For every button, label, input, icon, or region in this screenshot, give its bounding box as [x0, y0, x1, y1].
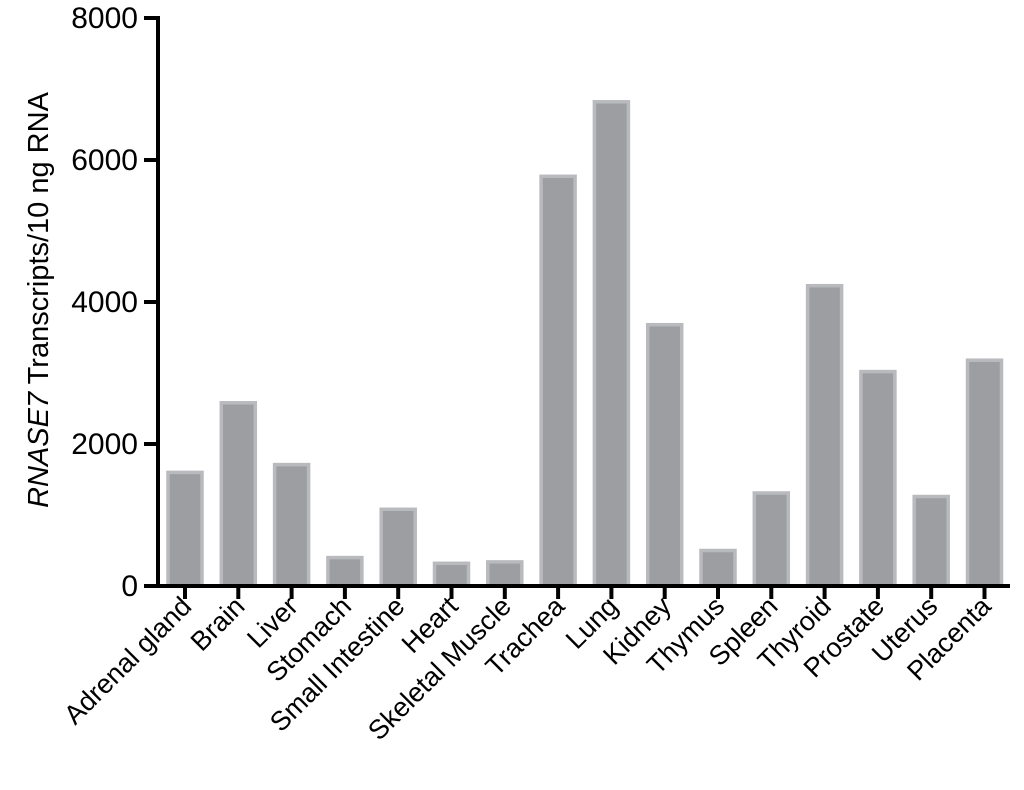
- y-axis-label: RNASE7 Transcripts/10 ng RNA: [23, 91, 55, 507]
- bar-lung: [592, 100, 631, 588]
- x-tick-label: Brain: [185, 591, 251, 657]
- bar-liver: [272, 462, 311, 588]
- bar-thyroid: [805, 283, 844, 588]
- bar-thymus: [699, 548, 737, 588]
- bar-small-intestine: [379, 507, 417, 588]
- bar-placenta: [965, 358, 1004, 588]
- y-tick-label: 0: [121, 570, 138, 603]
- bar-adrenal-gland: [166, 470, 204, 588]
- bar-heart: [432, 561, 471, 588]
- y-tick-label: 4000: [71, 286, 138, 319]
- bar-trachea: [539, 174, 577, 588]
- bar-prostate: [859, 369, 897, 588]
- bar-uterus: [912, 494, 950, 588]
- bars-group: [166, 100, 1004, 588]
- bar-spleen: [752, 491, 791, 588]
- bar-brain: [219, 401, 258, 588]
- bar-skeletal-muscle: [486, 560, 524, 588]
- y-tick-label: 6000: [71, 144, 138, 177]
- y-axis: 0 2000 4000 6000 8000: [71, 2, 160, 603]
- bar-stomach: [326, 555, 364, 588]
- y-axis-label-units: Transcripts/10 ng RNA: [23, 91, 55, 391]
- y-tick-label: 8000: [71, 2, 138, 35]
- x-tick-label: Adrenal gland: [58, 591, 197, 730]
- bar-kidney: [645, 322, 684, 588]
- y-tick-label: 2000: [71, 428, 138, 461]
- y-axis-label-gene: RNASE7: [23, 390, 55, 508]
